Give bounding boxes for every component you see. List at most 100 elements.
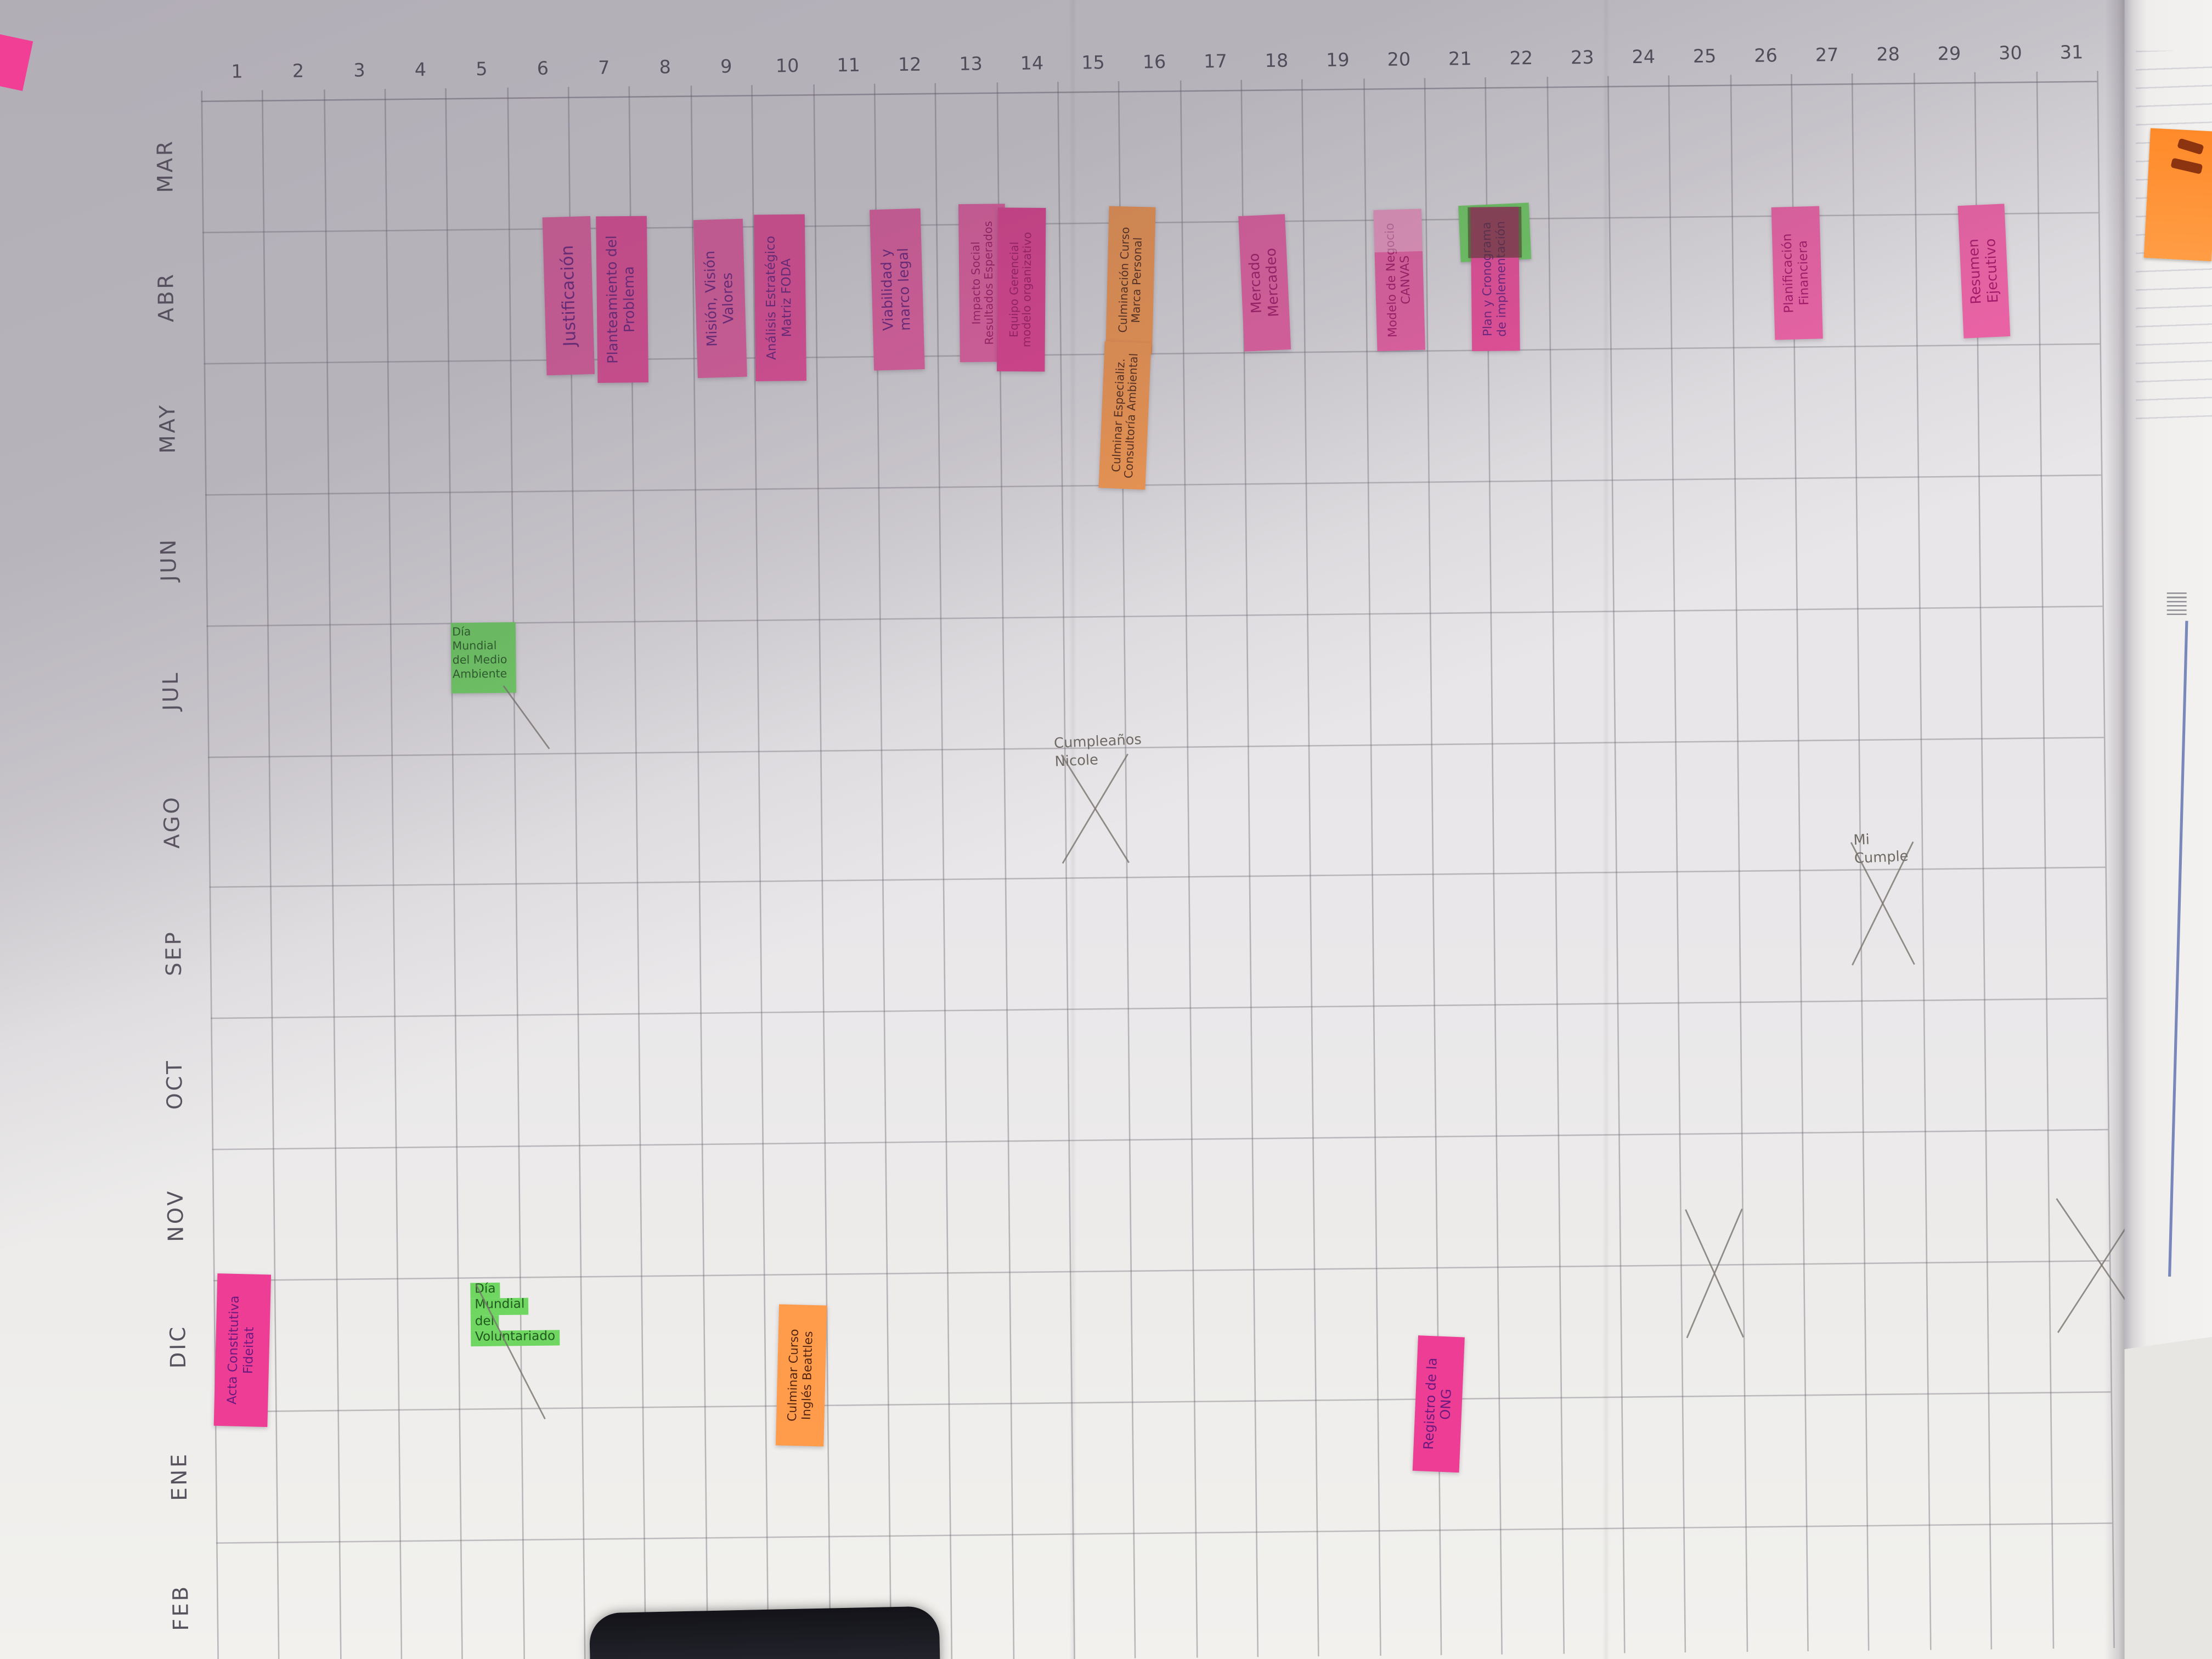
sticky-notes-layer: Justificación Planteamiento del Problema Mi… (0, 0, 2116, 1473)
sticky-note-voluntariado: Día Mundial del Voluntariado (469, 1279, 560, 1413)
sticky-note-planificacion-financiera: Planificación Financiera (1771, 206, 1823, 340)
day-number-30: 30 (1999, 43, 2023, 65)
note-text: Registro de la ONG (1420, 1357, 1455, 1450)
grid-lines (0, 0, 2116, 1659)
sticky-note-resumen-ejecutivo: Resumen Ejecutivo (1957, 204, 2011, 338)
day-number-15: 15 (1081, 53, 1105, 75)
day-number-18: 18 (1265, 51, 1289, 73)
day-number-1: 1 (231, 62, 243, 84)
grid-line-horizontal (205, 473, 2101, 495)
tab-scribble (2177, 138, 2204, 155)
grid-line-vertical (1730, 75, 1748, 1652)
pencil-x-nov-x-25 (1686, 1209, 1743, 1339)
note-text: Resumen Ejecutivo (1966, 238, 2001, 305)
grid-line-vertical (384, 88, 403, 1659)
paper-crease (1602, 0, 1610, 1659)
day-number-29: 29 (1937, 44, 1961, 66)
month-label-text: MAR (152, 139, 178, 194)
day-number-17: 17 (1204, 52, 1227, 74)
day-number-26: 26 (1754, 46, 1778, 68)
month-label-ene: ENE (147, 1411, 211, 1543)
phone-edge (589, 1606, 940, 1659)
note-text: Análisis Estratégico Matriz FODA (764, 235, 795, 360)
note-text: Viabilidad y marco legal (879, 247, 914, 331)
month-label-mar: MAR (133, 101, 197, 233)
month-label-jun: JUN (138, 494, 201, 625)
grid-line-vertical (1179, 80, 1198, 1658)
month-label-text: NOV (163, 1188, 189, 1242)
sticky-note-curso-ingles: Culminar Curso Inglés Beattles (775, 1304, 827, 1447)
sticky-note-plan-cronograma: Plan y Cronograma de implementación (1468, 206, 1522, 352)
day-number-5: 5 (476, 59, 488, 81)
month-label-text: MAY (155, 403, 181, 454)
tab-scribble (2170, 157, 2203, 174)
grid-line-vertical (445, 88, 464, 1659)
day-number-13: 13 (959, 54, 983, 76)
month-label-may: MAY (136, 363, 200, 494)
pencil-x-nov-x-25 (1685, 1209, 1745, 1338)
note-text: Equipo Gerencial modelo organizativo (1007, 232, 1035, 348)
day-number-14: 14 (1020, 53, 1044, 76)
grid-line-vertical (323, 89, 341, 1659)
note-text: Planteamiento del Problema (605, 235, 639, 364)
month-label-column: MAR ABR MAY JUN JUL AGO SEP OCT NOV DIC ENE FEB (0, 0, 2116, 1631)
note-text: Día Mundial del Medio Ambiente (452, 625, 507, 681)
month-label-ago: AGO (140, 756, 204, 888)
sticky-note-canvas: Modelo de Negocio CANVAS (1373, 208, 1425, 352)
sticky-note-planteamiento: Planteamiento del Problema (596, 216, 648, 383)
day-number-19: 19 (1325, 50, 1350, 72)
note-text: Justificación (557, 245, 580, 347)
faded-note-top (1373, 208, 1423, 253)
sticky-note-foda: Análisis Estratégico Matriz FODA (754, 214, 806, 381)
planner-sheet: 1 2 3 4 5 6 7 8 9 10 11 12 13 14 15 16 17 18 19 20 21 22 23 24 2… (0, 0, 2148, 1659)
planner-grid-area: 1 2 3 4 5 6 7 8 9 10 11 12 13 14 15 16 17 18 19 20 21 22 23 24 2… (0, 0, 2148, 1659)
day-number-23: 23 (1570, 48, 1594, 70)
day-number-2: 2 (292, 61, 304, 83)
grid-line-horizontal (216, 1522, 2112, 1544)
day-number-10: 10 (775, 56, 799, 78)
grid-line-vertical (1913, 72, 1932, 1650)
month-label-sep: SEP (142, 887, 205, 1019)
note-text: Mercado Mercadeo (1246, 247, 1282, 318)
pencil-strike-strike-medio-ambiente (503, 685, 550, 749)
month-label-text: AGO (159, 794, 185, 849)
grid-line-horizontal (213, 1260, 2109, 1282)
day-number-22: 22 (1509, 48, 1533, 70)
day-number-11: 11 (837, 55, 861, 77)
day-number-24: 24 (1632, 47, 1656, 69)
day-number-31: 31 (2059, 43, 2084, 65)
grid-line-vertical (1546, 76, 1565, 1654)
note-text: Planificación Financiera (1781, 233, 1813, 313)
day-number-6: 6 (537, 59, 549, 81)
month-label-oct: OCT (143, 1018, 207, 1150)
sticky-note-consultoria-ambiental: Culminar Especializ. Consultoría Ambienta… (1098, 341, 1152, 490)
grid-line-vertical (934, 83, 953, 1659)
day-number-16: 16 (1142, 52, 1166, 74)
month-label-feb: FEB (149, 1542, 212, 1659)
day-number-21: 21 (1448, 49, 1472, 71)
day-number-8: 8 (659, 58, 672, 79)
sticky-note-mercado: Mercado Mercadeo (1238, 214, 1291, 352)
sticky-note-marca-personal: Culminación Curso Marca Personal (1105, 206, 1156, 354)
month-label-text: ABR (153, 272, 180, 323)
grid-line-horizontal (209, 867, 2106, 889)
month-label-text: OCT (161, 1058, 188, 1110)
month-label-dic: DIC (146, 1280, 210, 1412)
day-number-20: 20 (1387, 49, 1411, 72)
month-label-text: FEB (167, 1584, 194, 1632)
grid-line-vertical (1301, 79, 1320, 1657)
sticky-note-mision: Misión, Visión Valores (693, 218, 747, 379)
grid-line-horizontal (211, 998, 2107, 1020)
hatch-mark (2166, 592, 2187, 618)
note-text: Impacto Social Resultados Esperados (968, 221, 996, 345)
sticky-note-justificacion: Justificación (542, 216, 595, 376)
month-label-text: DIC (164, 1324, 191, 1368)
note-text: Día Mundial del Voluntariado (470, 1282, 560, 1347)
sticky-note-acta-constitutiva: Acta Constitutiva Fideitat (213, 1273, 272, 1427)
note-text: Culminar Curso Inglés Beattles (786, 1329, 817, 1422)
sticky-note-equipo: Equipo Gerencial modelo organizativo (996, 207, 1046, 372)
grid-line-vertical (1607, 76, 1626, 1654)
blue-margin-line (2168, 620, 2188, 1277)
